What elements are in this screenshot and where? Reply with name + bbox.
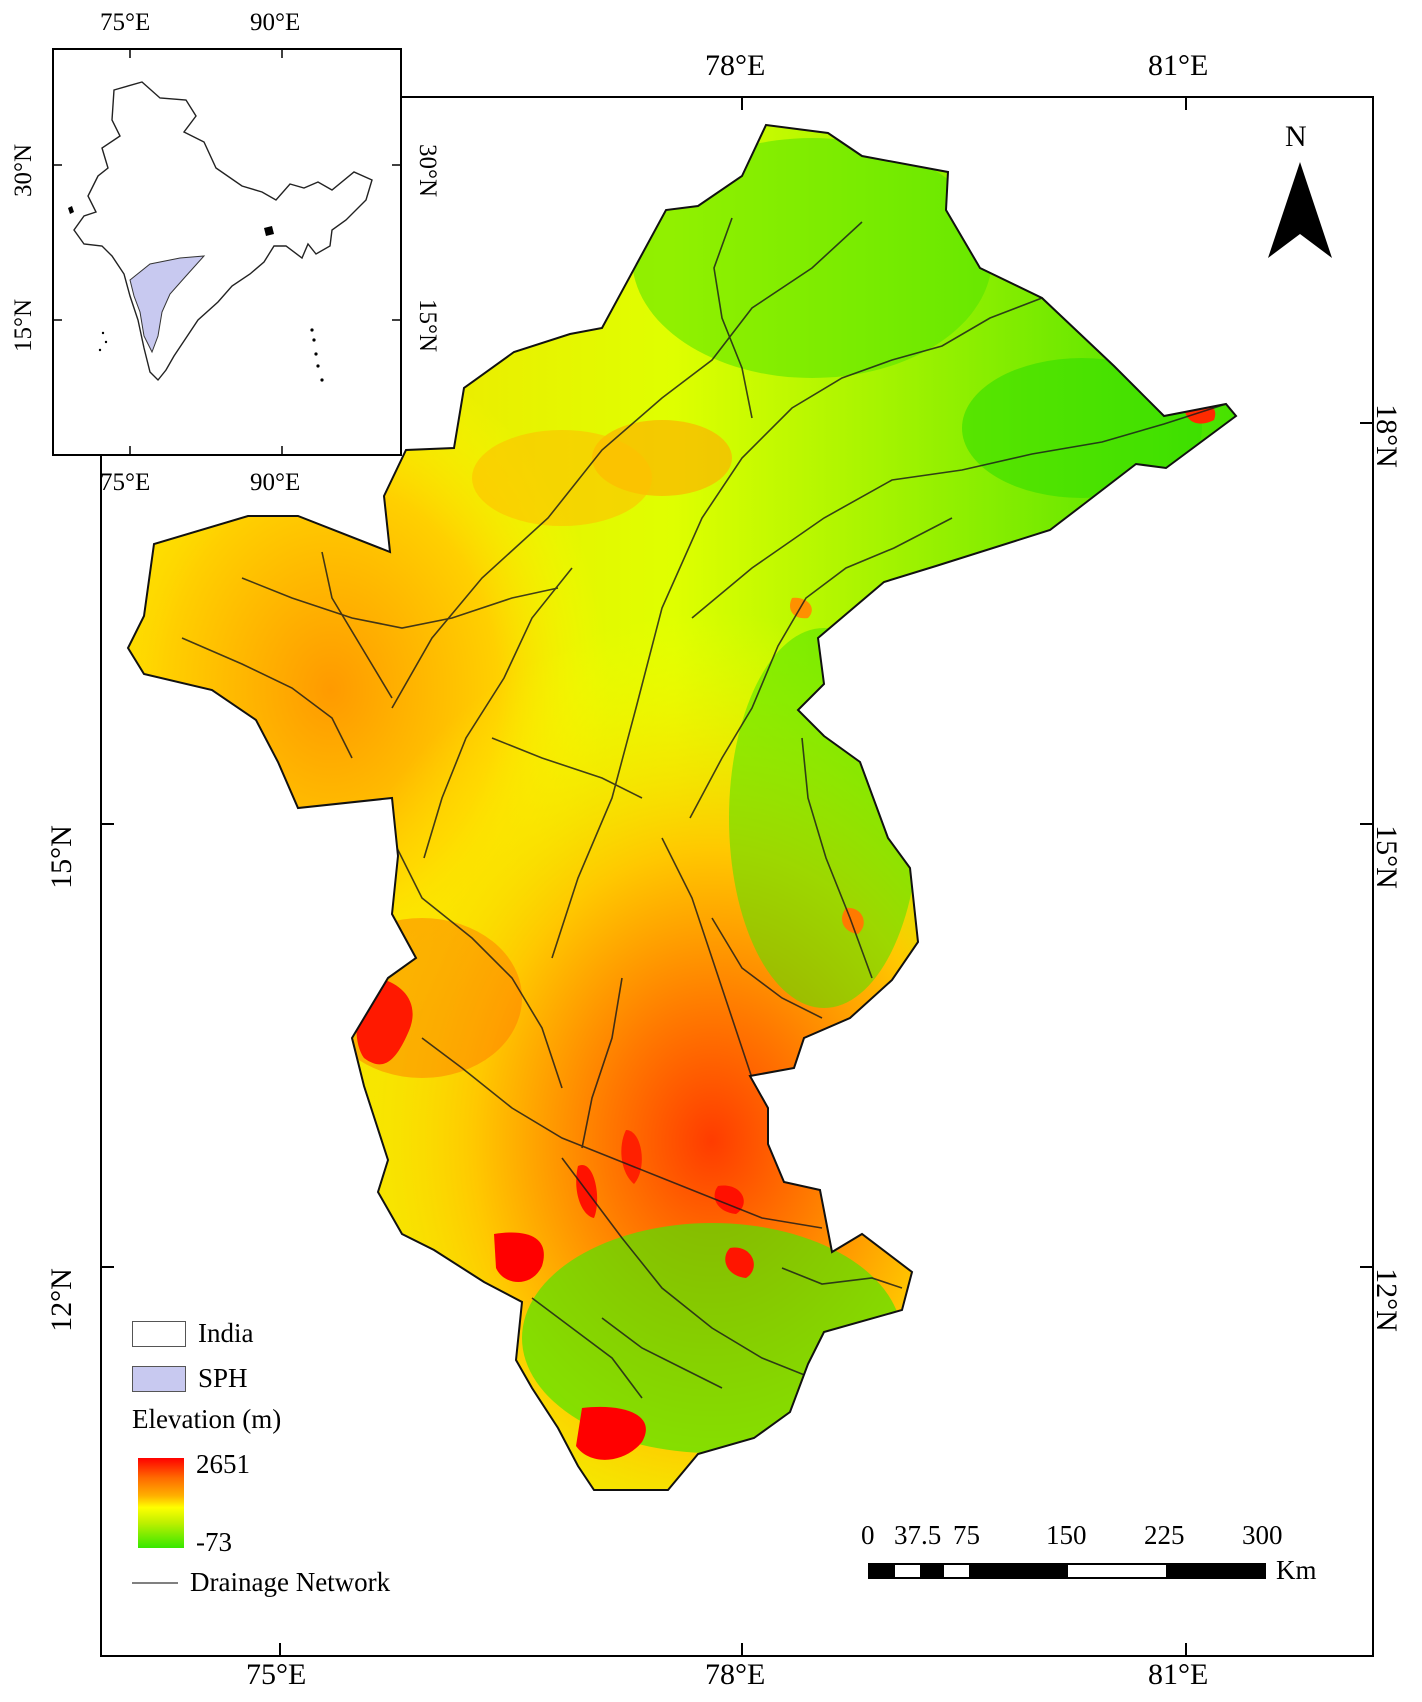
inset-right-latitude-30: 30°N <box>414 143 442 198</box>
left-latitude-12: 12°N <box>44 1268 78 1332</box>
drainage-line-swatch <box>132 1581 178 1584</box>
inset-bottom-longitude-75: 75°E <box>100 469 151 496</box>
india-locator-map <box>54 50 400 454</box>
map-legend: India SPH Elevation (m) 2651 -73 Drainag… <box>132 1318 432 1597</box>
elevation-color-ramp <box>138 1458 184 1548</box>
north-label: N <box>1285 120 1307 153</box>
legend-drainage: Drainage Network <box>132 1567 390 1598</box>
scale-tick-300: 300 <box>1242 1520 1283 1550</box>
scale-unit: Km <box>1276 1555 1317 1585</box>
legend-sph: SPH <box>132 1363 248 1394</box>
right-latitude-18: 18°N <box>1369 404 1403 468</box>
north-arrow-icon <box>1268 162 1332 258</box>
bottom-longitude-81: 81°E <box>1148 1658 1209 1691</box>
bottom-longitude-75: 75°E <box>246 1658 307 1691</box>
inset-top-longitude-75: 75°E <box>100 9 151 36</box>
inset-top-longitude-90: 90°E <box>250 9 301 36</box>
scale-bar: 0 37.5 75 150 225 300 Km <box>861 1520 1348 1594</box>
scale-tick-75: 75 <box>953 1520 980 1550</box>
india-swatch <box>132 1320 186 1347</box>
top-longitude-81: 81°E <box>1148 49 1209 82</box>
inset-left-latitude-30: 30°N <box>10 143 38 198</box>
inset-left-latitude-15: 15°N <box>10 298 38 353</box>
elevation-low-value: -73 <box>196 1527 232 1557</box>
india-label: India <box>198 1318 254 1348</box>
right-latitude-12: 12°N <box>1369 1268 1403 1332</box>
sph-label: SPH <box>198 1363 248 1393</box>
legend-india: India <box>132 1318 253 1349</box>
india-locator-inset <box>52 48 402 456</box>
elevation-high-value: 2651 <box>196 1449 250 1479</box>
scale-tick-150: 150 <box>1046 1520 1087 1550</box>
drainage-label: Drainage Network <box>190 1567 391 1597</box>
bottom-longitude-78: 78°E <box>705 1658 766 1691</box>
sph-swatch <box>132 1365 186 1392</box>
scale-tick-225: 225 <box>1144 1520 1185 1550</box>
inset-right-latitude-15: 15°N <box>414 298 442 353</box>
scale-tick-0: 0 <box>861 1520 875 1550</box>
left-latitude-15: 15°N <box>44 825 78 889</box>
inset-bottom-longitude-90: 90°E <box>250 469 301 496</box>
scale-tick-37-5: 37.5 <box>894 1520 942 1550</box>
scale-bar-segments <box>868 1563 1266 1579</box>
right-latitude-15: 15°N <box>1369 825 1403 889</box>
elevation-title: Elevation (m) <box>132 1404 282 1434</box>
top-longitude-78: 78°E <box>705 49 766 82</box>
